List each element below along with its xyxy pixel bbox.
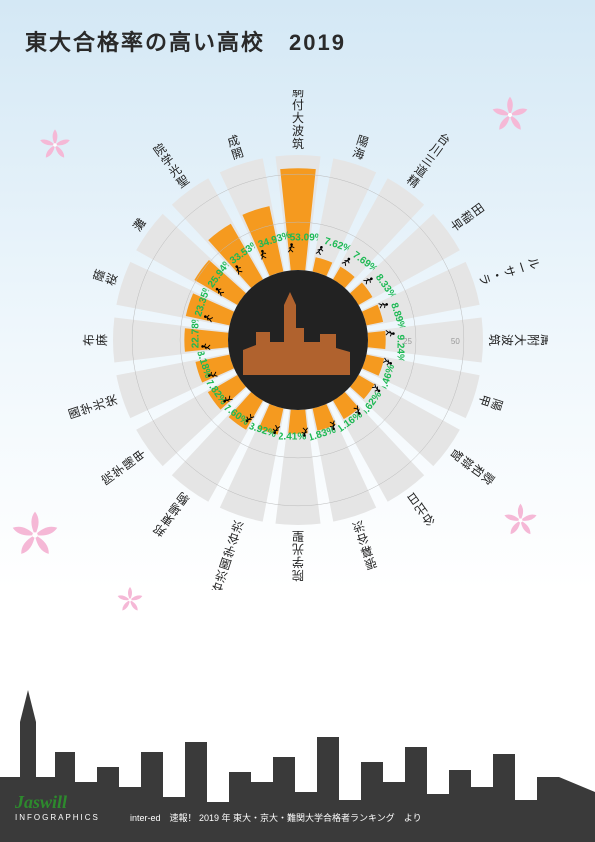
svg-text:属: 属 bbox=[538, 334, 547, 346]
svg-text:大: 大 bbox=[291, 111, 303, 125]
svg-text:附: 附 bbox=[525, 334, 539, 346]
svg-text:聖: 聖 bbox=[291, 529, 303, 543]
logo-name: Jaswill bbox=[15, 792, 100, 813]
radial-chart: 53.09%筑波大付駒場7.62%海陽7.69%精道三川台8.33%早稲田8.8… bbox=[48, 90, 548, 590]
svg-text:灘: 灘 bbox=[130, 216, 148, 234]
svg-text:麻: 麻 bbox=[94, 334, 109, 346]
svg-text:光: 光 bbox=[291, 542, 303, 556]
logo-sub: INFOGRAPHICS bbox=[15, 813, 100, 822]
svg-text:25: 25 bbox=[403, 337, 412, 346]
svg-text:布: 布 bbox=[82, 334, 96, 346]
svg-text:付: 付 bbox=[291, 98, 303, 112]
logo: Jaswill INFOGRAPHICS bbox=[15, 792, 100, 822]
svg-text:50: 50 bbox=[450, 337, 459, 346]
footer-source: inter-ed 速報！ 2019 年 東大・京大・難関大学合格者ランキング よ… bbox=[130, 811, 422, 824]
svg-text:大: 大 bbox=[512, 334, 526, 346]
svg-text:筑: 筑 bbox=[486, 334, 501, 346]
svg-text:院: 院 bbox=[291, 568, 303, 582]
svg-text:波: 波 bbox=[499, 334, 513, 346]
svg-text:学: 学 bbox=[291, 555, 303, 570]
page-title: 東大合格率の高い高校 2019 bbox=[25, 25, 346, 57]
svg-text:波: 波 bbox=[291, 124, 303, 138]
svg-text:駒: 駒 bbox=[291, 90, 303, 99]
svg-text:筑: 筑 bbox=[291, 136, 303, 151]
